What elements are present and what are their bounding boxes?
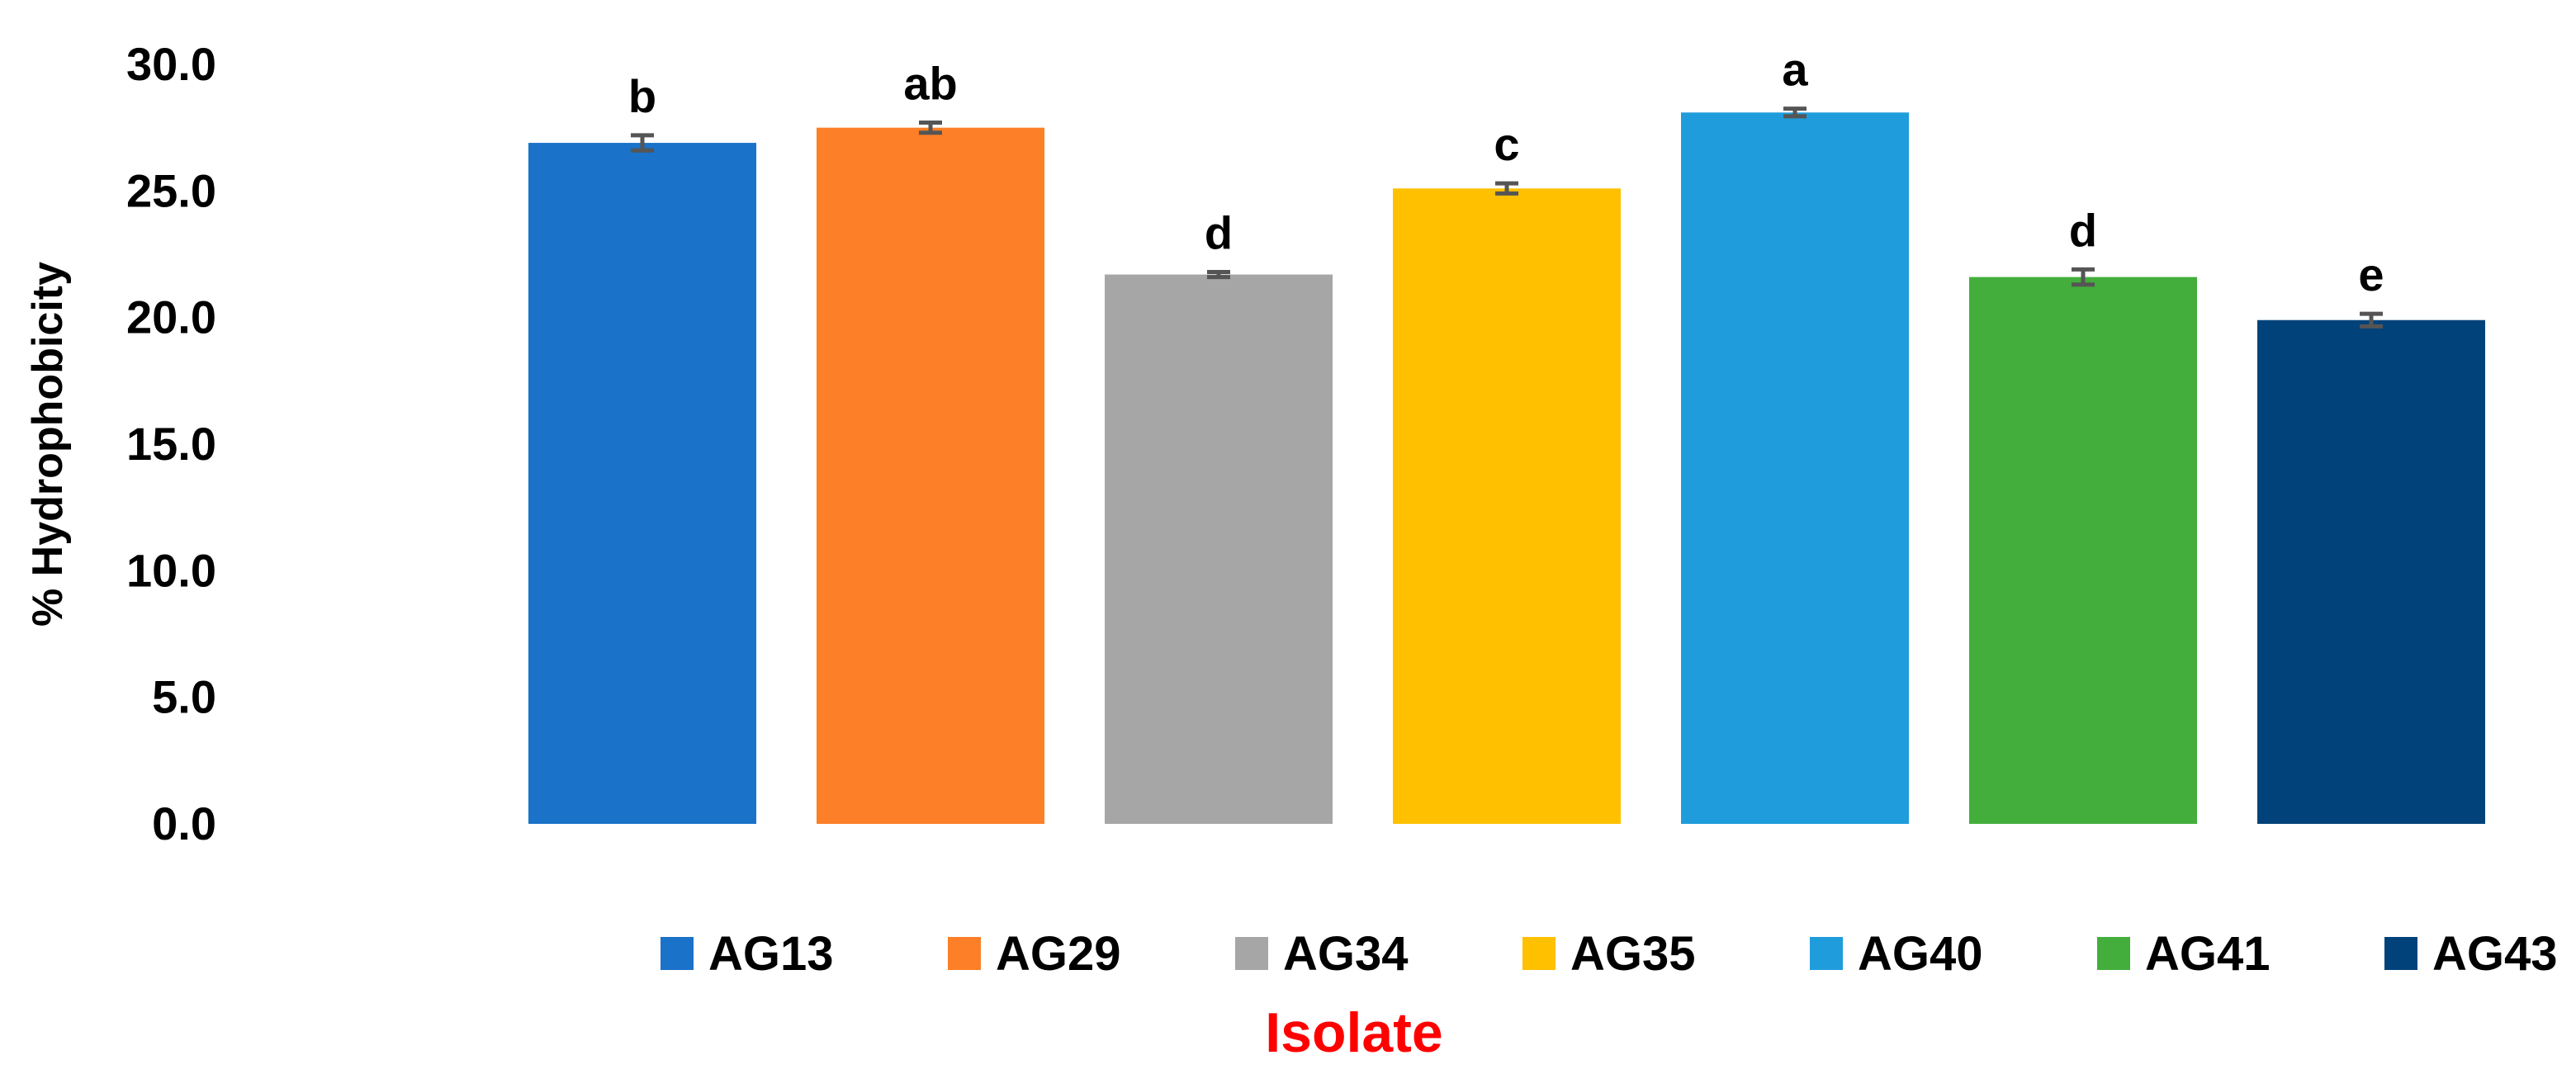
legend-swatch — [1522, 937, 1556, 970]
bar-ag13 — [528, 143, 756, 825]
bar-group-ag41: d — [1969, 204, 2197, 825]
legend-item-ag29: AG29 — [948, 927, 1121, 981]
legend-label: AG29 — [996, 927, 1121, 981]
legend-item-ag13: AG13 — [661, 927, 834, 981]
significance-label: b — [628, 70, 656, 122]
legend-swatch — [2097, 937, 2130, 970]
y-axis-ticks: 0.0 5.0 10.0 15.0 20.0 25.0 30.0 — [126, 38, 216, 849]
significance-label: a — [1782, 44, 1808, 96]
bar-ag41 — [1969, 277, 2197, 825]
legend-swatch — [948, 937, 981, 970]
legend-label: AG41 — [2145, 927, 2271, 981]
y-tick-label: 20.0 — [126, 291, 216, 343]
y-axis-title: % Hydrophobicity — [24, 262, 72, 627]
legend-label: AG34 — [1283, 927, 1409, 981]
legend-label: AG35 — [1570, 927, 1696, 981]
significance-label: c — [1494, 118, 1519, 170]
legend-label: AG40 — [1858, 927, 1983, 981]
legend-label: AG43 — [2432, 927, 2558, 981]
y-tick-label: 30.0 — [126, 38, 216, 90]
legend-swatch — [1235, 937, 1268, 970]
legend-item-ag34: AG34 — [1235, 927, 1409, 981]
x-axis-title: Isolate — [1265, 1001, 1442, 1064]
y-tick-label: 0.0 — [152, 797, 216, 849]
bar-ag43 — [2257, 319, 2485, 824]
legend-swatch — [1810, 937, 1843, 970]
significance-label: d — [1205, 206, 1233, 258]
bar-ag34 — [1105, 274, 1333, 824]
bar-group-ag43: e — [2257, 248, 2485, 824]
legend: AG13 AG29 AG34 AG35 AG40 AG41 AG43 — [661, 927, 2558, 981]
y-tick-label: 5.0 — [152, 671, 216, 723]
bars: b ab d c a d e — [528, 44, 2485, 825]
legend-label: AG13 — [708, 927, 834, 981]
y-tick-label: 15.0 — [126, 418, 216, 470]
bar-group-ag34: d — [1105, 206, 1333, 824]
bar-ag29 — [817, 127, 1044, 824]
y-tick-label: 25.0 — [126, 164, 216, 216]
significance-label: e — [2358, 248, 2384, 300]
significance-label: d — [2069, 204, 2097, 256]
bar-ag35 — [1393, 188, 1621, 824]
bar-group-ag35: c — [1393, 118, 1621, 824]
bar-group-ag13: b — [528, 70, 756, 825]
legend-item-ag43: AG43 — [2384, 927, 2558, 981]
legend-swatch — [2384, 937, 2417, 970]
bar-group-ag40: a — [1681, 44, 1909, 824]
significance-label: ab — [903, 58, 957, 110]
legend-swatch — [661, 937, 694, 970]
legend-item-ag41: AG41 — [2097, 927, 2271, 981]
legend-item-ag35: AG35 — [1522, 927, 1696, 981]
bar-group-ag29: ab — [817, 58, 1044, 824]
bar-ag40 — [1681, 112, 1909, 824]
y-tick-label: 10.0 — [126, 544, 216, 596]
legend-item-ag40: AG40 — [1810, 927, 1983, 981]
